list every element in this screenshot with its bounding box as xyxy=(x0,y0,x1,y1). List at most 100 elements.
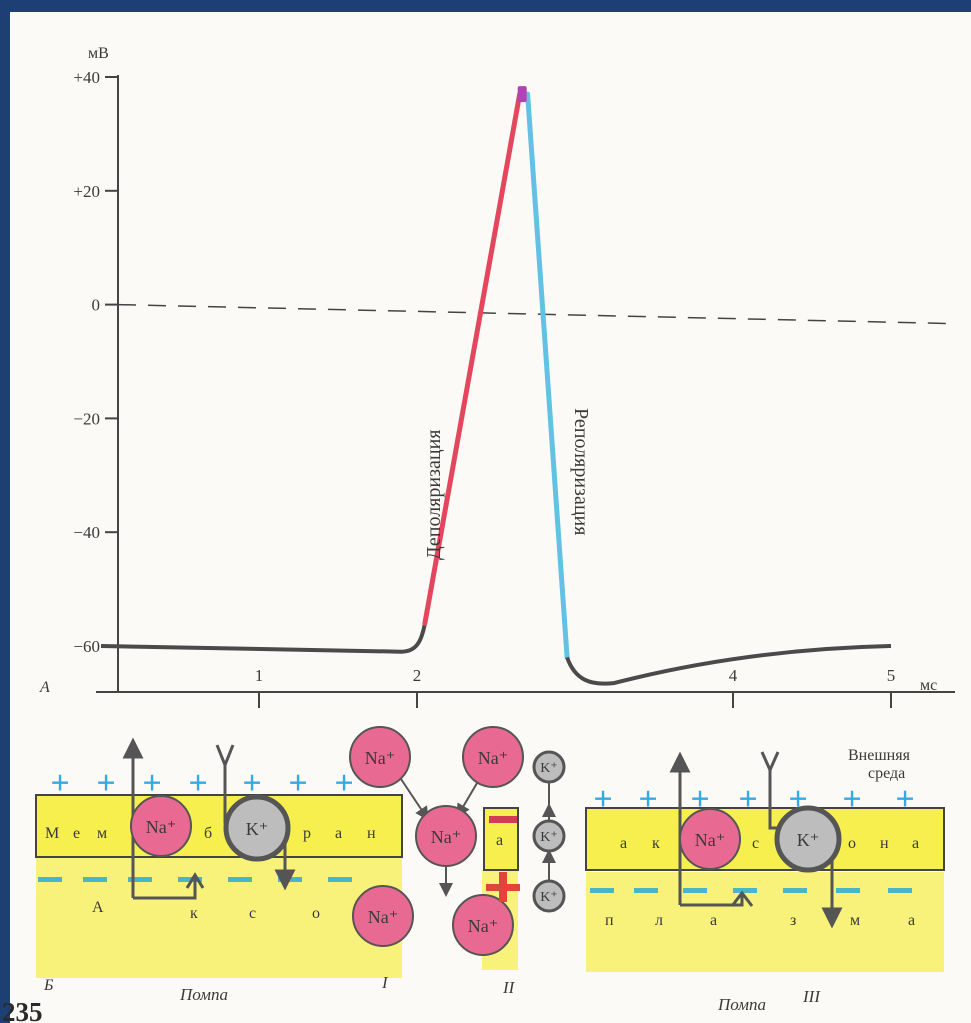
k-ion-channel-3-label: K⁺ xyxy=(540,890,558,905)
left-membrane-letter: м xyxy=(97,825,107,842)
na-in-arrow-2 xyxy=(456,777,481,819)
x-tick-label: 5 xyxy=(887,666,896,685)
right-membrane-letter: а xyxy=(912,835,919,852)
left-membrane xyxy=(35,794,403,858)
minus-charge xyxy=(128,877,152,882)
gate-letter: а xyxy=(496,832,503,849)
right-axo-letter: а xyxy=(710,912,717,929)
traces xyxy=(100,86,956,686)
ions: Na⁺ K⁺ Na⁺ Na⁺ Na⁺ Na⁺ Na⁺ K⁺ K⁺ K⁺ Na⁺ … xyxy=(130,726,842,956)
na-ion-outside-1 xyxy=(349,726,411,788)
na-ion-inside-2-label: Na⁺ xyxy=(468,916,499,936)
external-medium-label-2: среда xyxy=(868,765,905,782)
k-pump-ion-left-label: K⁺ xyxy=(246,819,269,839)
na-pump-ion-right xyxy=(679,808,741,870)
plus-charge: + xyxy=(638,781,657,818)
depolarization-trace xyxy=(422,91,523,626)
y-tick-label: 0 xyxy=(92,296,101,315)
minus-charge xyxy=(634,888,658,893)
k-ion-channel-1 xyxy=(532,750,566,784)
k-pump-ion-right-label: K⁺ xyxy=(797,830,820,850)
plus-charge: + xyxy=(738,781,757,818)
x-ticks: 1 2 4 5 xyxy=(255,666,896,708)
left-k-receptor xyxy=(215,744,235,770)
left-membrane-letter: М xyxy=(45,825,59,842)
y-tick-label: −60 xyxy=(73,637,100,656)
minus-charge xyxy=(278,877,302,882)
y-ticks: +40 +20 0 −20 −40 −60 xyxy=(73,68,118,656)
resting-trace xyxy=(100,622,427,654)
na-pump-ion-right-label: Na⁺ xyxy=(695,830,726,850)
right-na-receptor xyxy=(730,890,754,907)
depolarization-label: Деполяризация xyxy=(423,430,445,560)
right-k-receptor xyxy=(760,751,780,774)
x-tick-label: 1 xyxy=(255,666,264,685)
left-axoplasm xyxy=(36,858,402,978)
k-ion-channel-3 xyxy=(532,879,566,913)
external-medium-label-1: Внешняя xyxy=(848,747,911,764)
minus-charge xyxy=(733,888,757,893)
right-axo-letter: л xyxy=(655,912,663,929)
stage-3-label: III xyxy=(802,987,821,1006)
right-membrane-letter: с xyxy=(752,835,759,852)
right-axo-letter: м xyxy=(850,912,860,929)
na-ion-outside-2 xyxy=(462,726,524,788)
left-membrane-letter: е xyxy=(73,825,80,842)
minus-charge xyxy=(228,877,252,882)
left-membrane-letter: р xyxy=(303,825,311,842)
right-membrane-letter: к xyxy=(652,835,660,852)
afterpotential-trace xyxy=(565,644,892,686)
minus-charge xyxy=(683,888,707,893)
minus-charge xyxy=(888,888,912,893)
page-number: 235 xyxy=(2,997,43,1023)
minus-charge xyxy=(38,877,62,882)
minus-charge xyxy=(178,877,202,882)
repolarization-trace xyxy=(525,91,570,660)
plus-charge: + xyxy=(96,765,115,802)
right-membrane-letter: н xyxy=(880,835,889,852)
stage-2-label: II xyxy=(502,978,516,997)
y-tick-label: +20 xyxy=(73,182,100,201)
membrane-diagram: + + + + + + + + + + + + + + Na⁺ K⁺ Na⁺ Na⁺ xyxy=(2,726,945,1023)
plus-charge: + xyxy=(842,781,861,818)
plus-charge: + xyxy=(334,765,353,802)
panel-a-label: А xyxy=(39,679,50,696)
panel-b-label: Б xyxy=(43,977,54,994)
plus-charge: + xyxy=(242,765,261,802)
right-axoplasm xyxy=(586,872,944,972)
left-membrane-letter: н xyxy=(367,825,376,842)
plus-charge: + xyxy=(288,765,307,802)
right-axo-letter: а xyxy=(908,912,915,929)
pump-label-right: Помпа xyxy=(717,995,766,1014)
y-axis-unit: мВ xyxy=(88,45,109,62)
plus-charge: + xyxy=(188,765,207,802)
x-tick-label: 2 xyxy=(413,666,422,685)
right-membrane-letter: а xyxy=(620,835,627,852)
na-ion-channel xyxy=(415,805,477,867)
k-ion-channel-2 xyxy=(532,819,566,853)
plus-charge: + xyxy=(50,765,69,802)
minus-charge xyxy=(328,877,352,882)
na-ion-inside-1 xyxy=(352,885,414,947)
charges: + + + + + + + + + + + + + + xyxy=(38,765,915,893)
k-ion-channel-1-label: K⁺ xyxy=(540,761,558,776)
left-na-receptor xyxy=(185,872,205,889)
plus-charge: + xyxy=(593,781,612,818)
minus-charge xyxy=(590,888,614,893)
y-tick-label: +40 xyxy=(73,68,100,87)
k-pump-ion-right xyxy=(774,805,842,873)
na-ion-inside-2 xyxy=(452,894,514,956)
left-pump-link xyxy=(133,875,197,900)
peak-mark xyxy=(517,86,527,103)
na-ion-outside-1-label: Na⁺ xyxy=(365,748,396,768)
y-tick-label: −40 xyxy=(73,523,100,542)
gate-minus-mark xyxy=(489,816,517,823)
minus-charge xyxy=(783,888,807,893)
na-ion-channel-label: Na⁺ xyxy=(431,827,462,847)
na-pump-ion-left-label: Na⁺ xyxy=(146,817,177,837)
right-pump-link xyxy=(680,895,744,907)
x-tick-label: 4 xyxy=(729,666,738,685)
repolarization-label: Реполяризация xyxy=(570,408,592,535)
